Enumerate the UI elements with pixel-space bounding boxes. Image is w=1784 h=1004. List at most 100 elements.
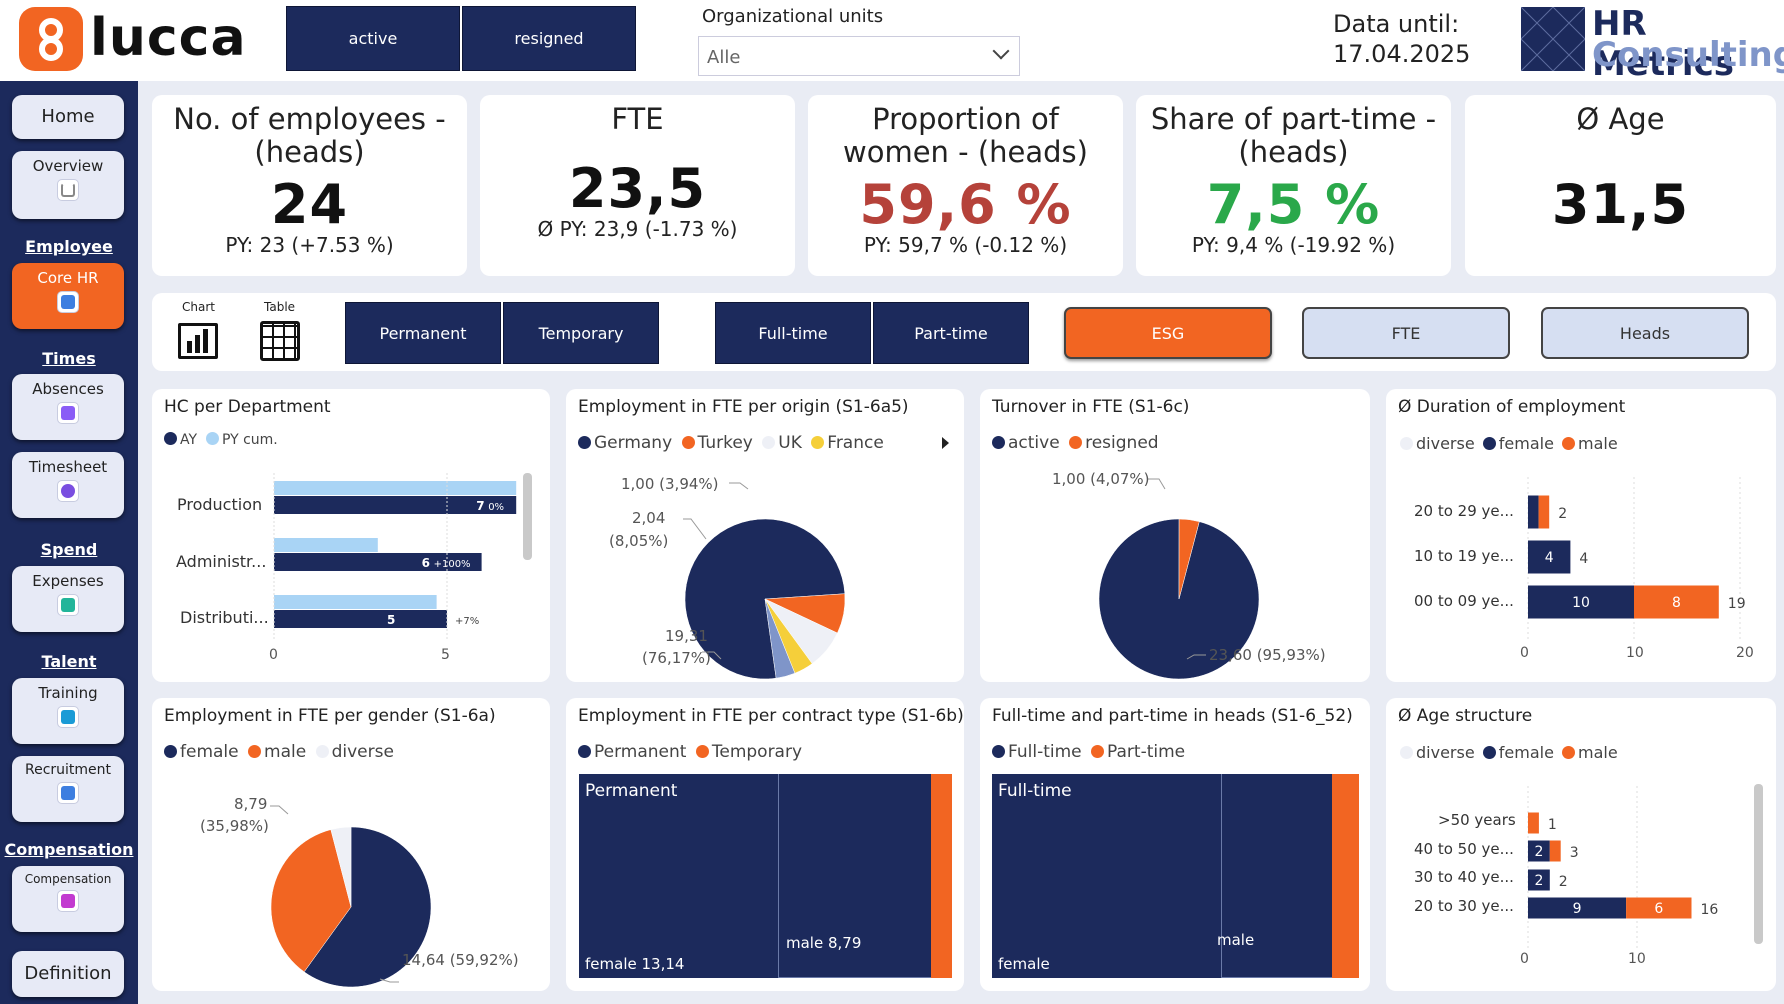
hc-py-bar[interactable] [274,538,378,552]
table-icon[interactable] [260,321,300,361]
legend-temporary-swatch [695,745,709,758]
gender-pie [270,805,432,988]
kpi-title: Ø Age [1576,102,1665,136]
male-bar[interactable] [1528,812,1539,834]
female-bar[interactable] [1528,869,1550,891]
leader-line [729,482,749,490]
duration-tick-10: 10 [1626,645,1644,661]
leader-line [1186,654,1206,660]
org-units-dropdown[interactable]: Alle [698,36,1020,76]
org-units-label: Organizational units [702,6,884,27]
leader-line [683,518,707,540]
hc-ay-bar[interactable] [274,496,517,514]
filter-active-button[interactable]: active [286,6,460,71]
turnover-visual: Turnover in FTE (S1-6c) active resigned … [980,389,1370,682]
kpi-value: 31,5 [1551,173,1690,236]
nav-expenses-button[interactable]: Expenses [12,566,124,632]
female-bar[interactable] [1528,540,1571,574]
treemap-permanent-male[interactable] [779,774,931,978]
consultant-name-line1: HR Metrics [1592,4,1734,84]
filter-resigned-button[interactable]: resigned [462,6,636,71]
chart-view-label: Chart [182,300,215,314]
legend-male-swatch [1562,437,1576,450]
section-times: Times [42,349,96,368]
hc-change-label: 0% [488,502,504,513]
nav-timesheet-button[interactable]: Timesheet [12,452,124,518]
male-bar[interactable] [1634,585,1719,619]
female-bar[interactable] [1528,585,1634,619]
duration-cat-2: 00 to 09 ye... [1414,592,1514,610]
nav-recruitment-button[interactable]: Recruitment [12,756,124,822]
female-value-label: 9 [1573,901,1582,917]
treemap-female-label: female 13,14 [585,955,685,973]
female-bar[interactable] [1528,897,1627,919]
male-bar[interactable] [1626,897,1692,919]
duration-bars: 2 4 4 10 8 19 [1527,477,1746,639]
nav-overview-button[interactable]: Overview [12,151,124,219]
hc-py-bar[interactable] [274,595,437,609]
fte-button[interactable]: FTE [1302,307,1510,359]
bar-chart-icon[interactable] [178,323,218,359]
total-label: 2 [1559,874,1568,890]
age-tick-0: 0 [1520,951,1529,967]
hc-ay-bar[interactable] [274,553,482,571]
legend-full-time-label: Full-time [1008,742,1082,762]
nav-compensation-button[interactable]: Compensation [12,866,124,932]
id-badge-icon [57,782,79,804]
kpi-value: 23,5 [568,157,707,220]
dept-label-administration: Administr... [176,552,267,571]
treemap-fulltime-female[interactable] [992,774,1222,978]
temporary-toggle[interactable]: Temporary [503,302,659,364]
legend-diverse-swatch [315,745,329,758]
pie-slice-resigned[interactable] [1178,518,1200,600]
chevron-down-icon [992,42,1010,60]
treemap-part-time[interactable] [1332,774,1359,978]
nav-definition-button[interactable]: Definition [12,951,124,997]
female-bar[interactable] [1528,840,1550,862]
duration-tick-0: 0 [1520,645,1529,661]
lucca-logo-text: lucca [90,8,247,68]
hc-department-title: HC per Department [164,397,331,417]
hc-ay-bar[interactable] [274,610,447,628]
permanent-toggle[interactable]: Permanent [345,302,501,364]
kpi-title: No. of employees - (heads) [173,102,446,169]
age-tick-10: 10 [1628,951,1646,967]
esg-button[interactable]: ESG [1064,307,1272,359]
full-time-toggle[interactable]: Full-time [715,302,871,364]
part-time-toggle[interactable]: Part-time [873,302,1029,364]
pie-slice-diverse[interactable] [330,826,352,908]
female-bar[interactable] [1528,495,1539,529]
section-spend: Spend [40,540,98,559]
toggle-row: Chart Table Permanent Temporary Full-tim… [152,293,1776,371]
male-bar[interactable] [1549,840,1561,862]
pie-slice-other[interactable] [764,598,796,679]
origin-label-b1: 2,04 [632,509,666,527]
nav-training-button[interactable]: Training [12,678,124,744]
gender-label-b: 14,64 (59,92%) [402,951,519,969]
treemap-permanent-female[interactable] [579,774,779,978]
gender-label-a2: (35,98%) [200,817,269,835]
hc-py-bar[interactable] [274,481,517,495]
treemap-temporary[interactable] [931,774,952,978]
treemap-fulltime-male[interactable] [1222,774,1332,978]
age-scrollbar[interactable] [1754,784,1763,944]
leader-line [379,978,399,983]
legend-py-swatch [205,432,219,445]
nav-absences-button[interactable]: Absences [12,374,124,440]
age-title: Ø Age structure [1398,706,1533,726]
fulltime-visual: Full-time and part-time in heads (S1-6_5… [980,698,1370,991]
nav-home-button[interactable]: Home [12,95,124,139]
legend-male-label: male [264,742,307,762]
pie-slice-female[interactable] [303,826,432,988]
legend-female-label: female [1498,743,1554,762]
origin-title: Employment in FTE per origin (S1-6a5) [578,397,909,417]
section-compensation: Compensation [4,840,134,859]
total-label: 4 [1579,551,1588,567]
pie-slice-male[interactable] [270,829,352,973]
nav-core-hr-button[interactable]: Core HR [12,263,124,329]
legend-next-arrow-icon[interactable] [942,437,949,449]
heads-button[interactable]: Heads [1541,307,1749,359]
hc-scrollbar[interactable] [523,473,532,560]
legend-py-label: PY cum. [221,432,278,448]
male-bar[interactable] [1538,495,1550,529]
